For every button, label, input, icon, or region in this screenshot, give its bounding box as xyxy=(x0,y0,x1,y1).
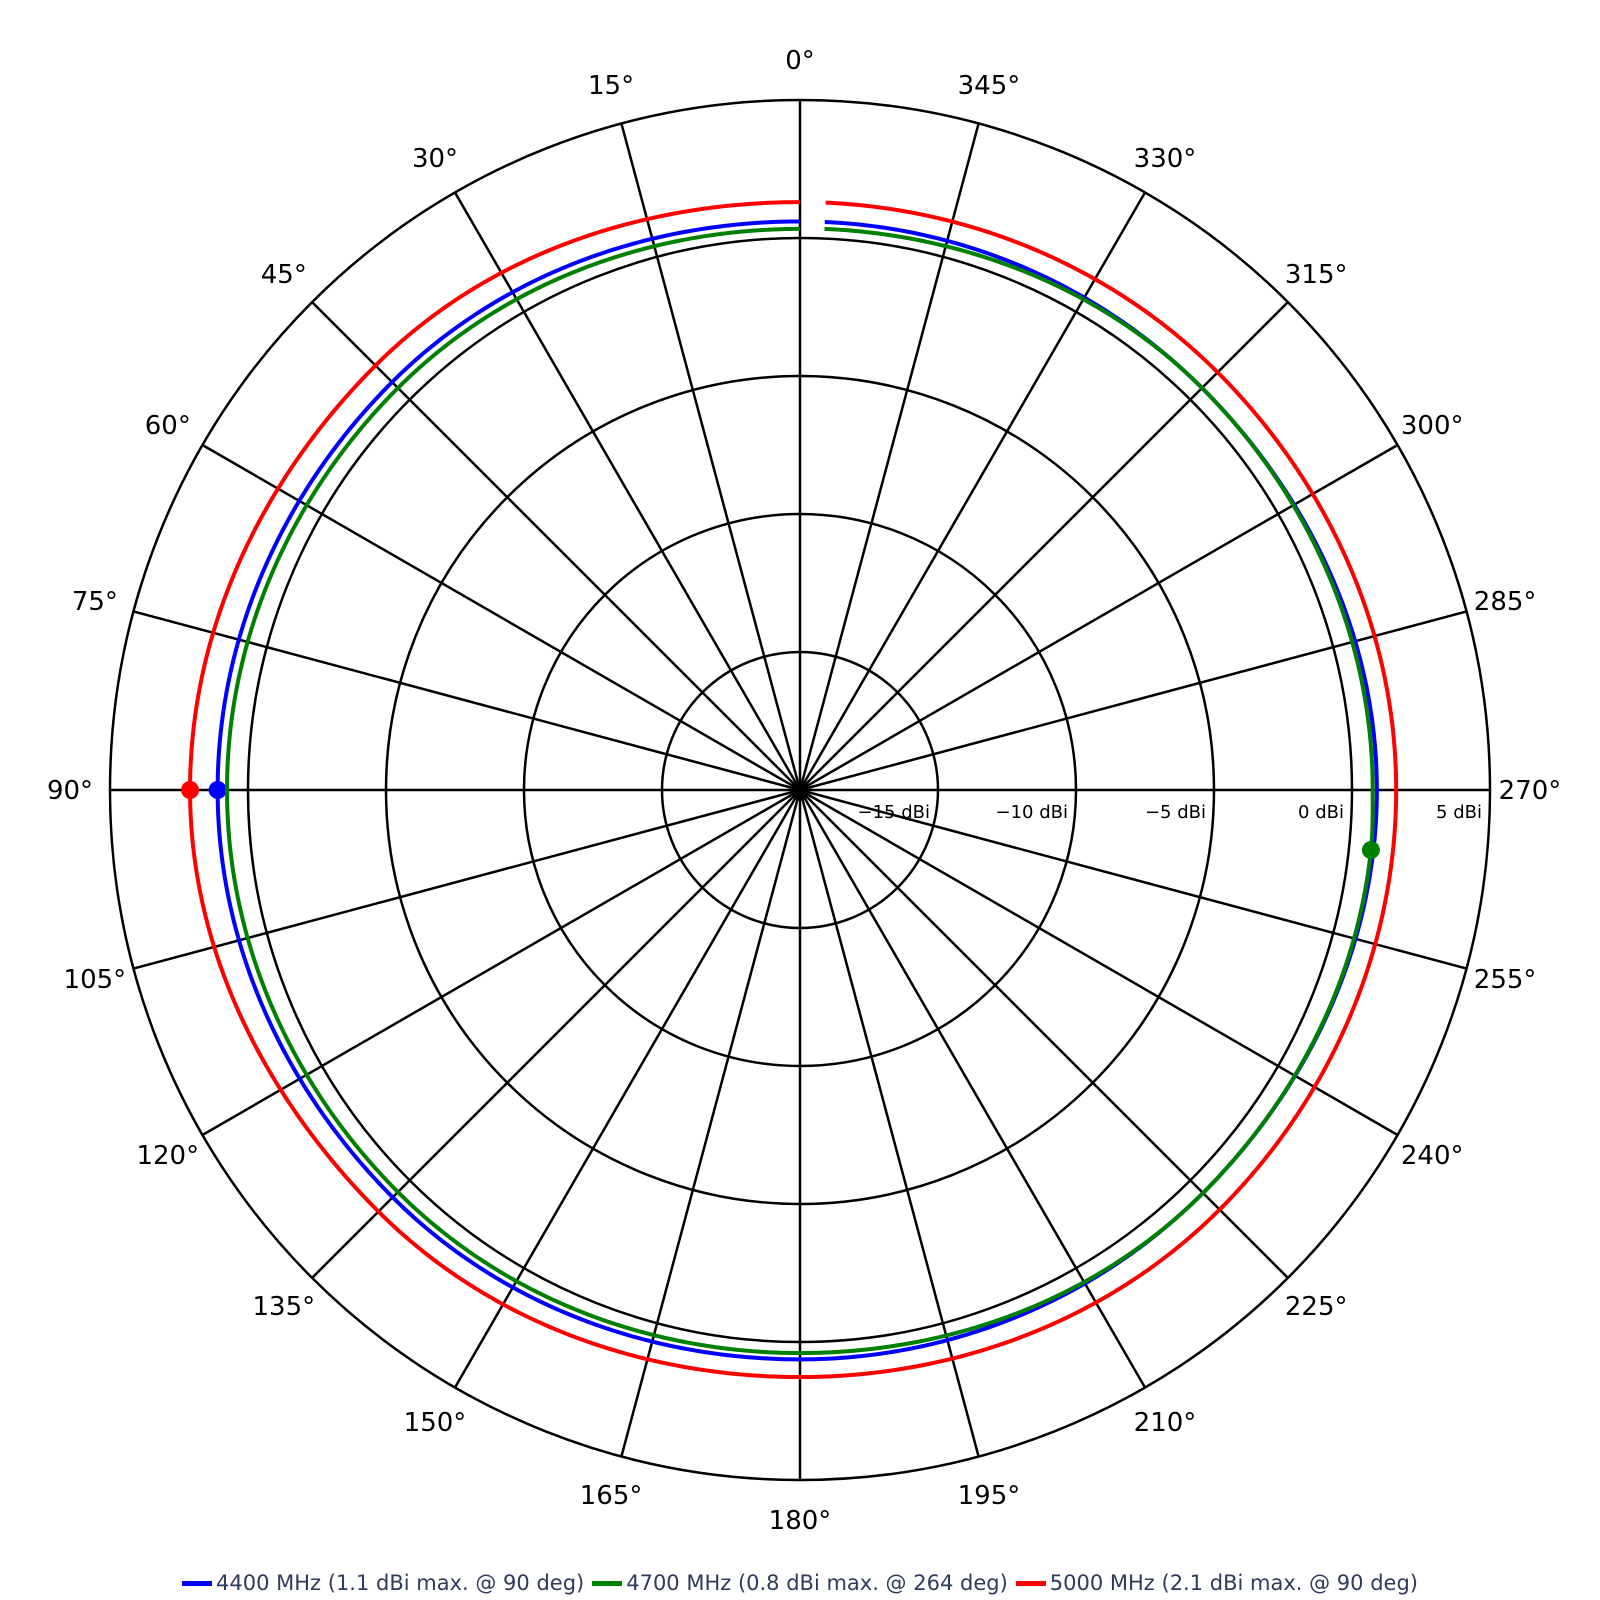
series-line-1 xyxy=(225,226,1375,1356)
radial-tick-label: 5 dBi xyxy=(1436,802,1482,823)
angle-tick-label: 0° xyxy=(785,46,815,76)
series-line-2 xyxy=(188,200,1399,1380)
radial-tick-label: −15 dBi xyxy=(858,802,930,823)
grid-spoke xyxy=(311,789,801,1279)
grid-spoke xyxy=(798,789,1147,1389)
grid-spoke xyxy=(799,443,1399,792)
angular-tick-labels: 0° 15° 30° 45° 60° 75° 90° 105° 120° 135° 150° 165°… xyxy=(47,46,1561,1536)
max-marker[interactable] xyxy=(1361,841,1380,860)
radial-tick-label: −5 dBi xyxy=(1145,802,1206,823)
grid-spoke xyxy=(133,788,801,970)
radial-tick-label: −10 dBi xyxy=(996,802,1068,823)
angle-tick-label: 345° xyxy=(958,71,1021,101)
angle-tick-label: 270° xyxy=(1499,776,1562,806)
angle-tick-label: 15° xyxy=(588,71,634,101)
polar-radiation-chart: −15 dBi −10 dBi −5 dBi 0 dBi 5 dBi 0° 15° 30° 4… xyxy=(47,46,1561,1536)
angle-tick-label: 285° xyxy=(1474,587,1537,617)
angle-tick-label: 75° xyxy=(72,587,118,617)
angle-tick-label: 135° xyxy=(252,1292,315,1322)
legend-item-4400[interactable]: 4400 MHz (1.1 dBi max. @ 90 deg) xyxy=(182,1571,584,1595)
max-marker[interactable] xyxy=(208,781,227,799)
legend-swatch-green xyxy=(592,1580,623,1586)
legend-swatch-red xyxy=(1015,1580,1046,1586)
grid-spoke xyxy=(799,301,1289,791)
angular-grid-spokes xyxy=(110,100,1490,1480)
angle-tick-label: 60° xyxy=(145,411,191,441)
legend-label: 4700 MHz (0.8 dBi max. @ 264 deg) xyxy=(626,1571,1008,1595)
angle-tick-label: 180° xyxy=(769,1506,832,1536)
grid-spoke xyxy=(311,301,801,791)
angle-tick-label: 165° xyxy=(580,1481,643,1511)
grid-spoke xyxy=(620,789,802,1457)
grid-spoke xyxy=(799,789,1289,1279)
legend-swatch-blue xyxy=(182,1580,213,1586)
legend-item-4700[interactable]: 4700 MHz (0.8 dBi max. @ 264 deg) xyxy=(592,1571,1008,1595)
legend: 4400 MHz (1.1 dBi max. @ 90 deg) 4700 MH… xyxy=(0,1566,1600,1600)
grid-spoke xyxy=(133,610,801,792)
grid-spoke xyxy=(620,123,802,791)
grid-spoke xyxy=(201,788,801,1137)
angle-tick-label: 90° xyxy=(47,776,93,806)
angle-tick-label: 240° xyxy=(1401,1141,1464,1171)
grid-spoke xyxy=(201,443,801,792)
grid-spoke xyxy=(798,123,980,791)
series-layer xyxy=(181,200,1399,1380)
angle-tick-label: 45° xyxy=(261,260,307,290)
angle-tick-label: 225° xyxy=(1285,1292,1348,1322)
angle-tick-label: 195° xyxy=(958,1481,1021,1511)
angle-tick-label: 150° xyxy=(404,1408,467,1438)
grid-spoke xyxy=(798,191,1147,791)
grid-spoke xyxy=(453,789,802,1389)
radial-tick-label: 0 dBi xyxy=(1298,802,1344,823)
grid-spoke xyxy=(453,191,802,791)
angle-tick-label: 30° xyxy=(412,144,458,174)
grid-spoke xyxy=(799,788,1399,1137)
angle-tick-label: 255° xyxy=(1474,965,1537,995)
angle-tick-label: 330° xyxy=(1134,144,1197,174)
legend-item-5000[interactable]: 5000 MHz (2.1 dBi max. @ 90 deg) xyxy=(1015,1571,1418,1595)
angle-tick-label: 300° xyxy=(1401,411,1464,441)
max-marker[interactable] xyxy=(181,781,200,799)
radial-tick-labels: −15 dBi −10 dBi −5 dBi 0 dBi 5 dBi xyxy=(858,802,1482,823)
legend-label: 4400 MHz (1.1 dBi max. @ 90 deg) xyxy=(216,1571,585,1595)
angle-tick-label: 105° xyxy=(64,965,127,995)
angle-tick-label: 120° xyxy=(136,1141,199,1171)
angle-tick-label: 210° xyxy=(1134,1408,1197,1438)
grid-spoke xyxy=(798,789,980,1457)
legend-label: 5000 MHz (2.1 dBi max. @ 90 deg) xyxy=(1049,1571,1418,1595)
angle-tick-label: 315° xyxy=(1285,260,1348,290)
